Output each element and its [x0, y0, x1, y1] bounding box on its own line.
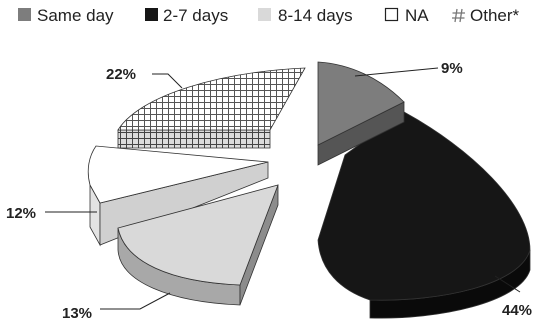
slice-8-14-days — [117, 184, 279, 306]
legend-label-same-day: Same day — [37, 6, 114, 25]
legend-swatch-8-14-days — [258, 8, 271, 21]
slice-na-top — [87, 145, 269, 204]
leader-lines — [45, 67, 521, 310]
leader-line-8-14-days — [100, 292, 171, 310]
slice-2-7-days-top — [317, 111, 531, 301]
data-label-same-day: 9% — [441, 60, 463, 77]
legend-label-na: NA — [405, 6, 429, 25]
slice-other-top — [117, 67, 306, 131]
slice-same-day-top — [317, 61, 405, 146]
leader-line-other — [152, 73, 183, 89]
data-label-na: 12% — [6, 205, 36, 222]
slice-other-side — [117, 129, 271, 149]
legend-swatch-na — [384, 7, 399, 22]
legend-label-other: Other* — [470, 6, 520, 25]
data-label-2-7-days: 44% — [502, 302, 532, 319]
slice-same-day — [317, 61, 405, 166]
slice-8-14-days-top — [117, 184, 279, 286]
legend-swatch-2-7-days — [145, 8, 158, 21]
legend-label-2-7-days: 2-7 days — [163, 6, 228, 25]
data-labels: 9% 44% 13% 12% 22% — [6, 60, 532, 320]
legend-item-na: NA — [384, 6, 429, 25]
data-label-8-14-days: 13% — [62, 305, 92, 320]
hash-icon — [452, 8, 465, 23]
leader-line-2-7-days — [494, 275, 521, 293]
legend-swatch-same-day — [18, 8, 31, 21]
legend-item-8-14-days: 8-14 days — [258, 6, 353, 25]
legend-item-same-day: Same day — [18, 6, 114, 25]
data-label-other: 22% — [106, 66, 136, 83]
leader-line-same-day — [354, 67, 439, 77]
slice-other — [117, 67, 306, 149]
legend: Same day 2-7 days 8-14 days NA Other* — [18, 6, 520, 25]
legend-item-2-7-days: 2-7 days — [145, 6, 228, 25]
pie-slices — [87, 61, 531, 319]
legend-item-other: Other* — [452, 6, 520, 25]
legend-label-8-14-days: 8-14 days — [278, 6, 353, 25]
